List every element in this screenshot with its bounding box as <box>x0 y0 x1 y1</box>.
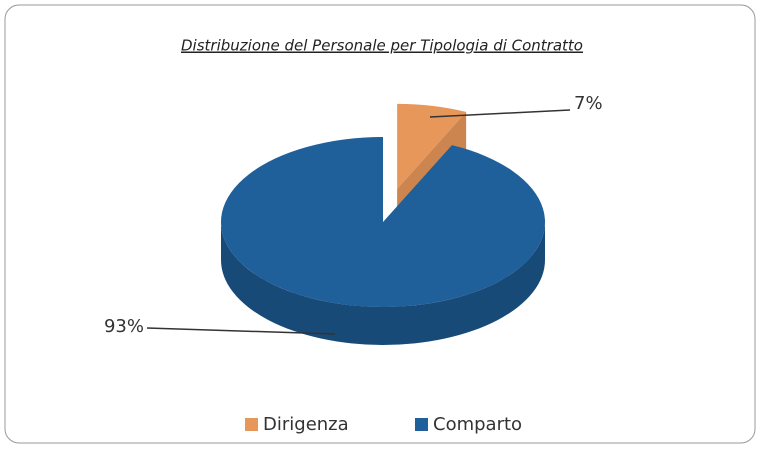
slice <box>397 103 467 189</box>
legend-label: Dirigenza <box>263 414 349 435</box>
legend-label: Comparto <box>433 414 522 435</box>
leader-line <box>146 327 336 335</box>
chart-title: Distribuzione del Personale per Tipologi… <box>181 37 583 55</box>
data-label: 93% <box>104 316 144 337</box>
legend-swatch <box>245 418 258 431</box>
slice-side <box>221 222 545 345</box>
slice <box>220 137 545 308</box>
data-label: 7% <box>574 93 603 114</box>
leader-line <box>429 109 571 118</box>
legend-swatch <box>415 418 428 431</box>
